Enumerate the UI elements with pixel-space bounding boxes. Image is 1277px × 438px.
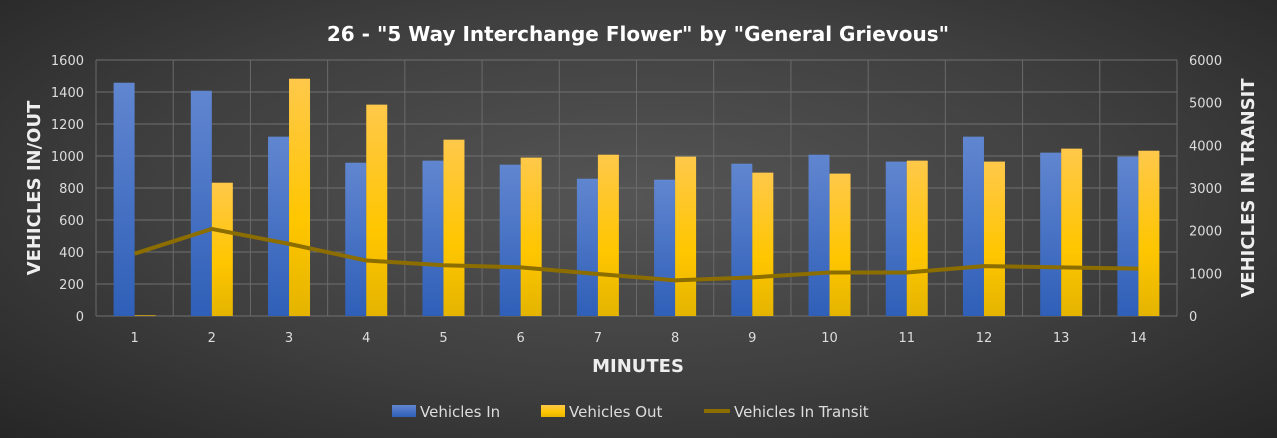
bar-vehicles-out: [211, 182, 233, 316]
bar-vehicles-out: [597, 154, 619, 316]
bar-vehicles-out: [1138, 150, 1160, 316]
legend-label: Vehicles In: [420, 403, 500, 421]
legend-swatch: [392, 405, 416, 417]
x-tick-label: 12: [976, 331, 993, 346]
axes: 0200400600800100012001400160001000200030…: [51, 54, 1222, 346]
y-tick-label: 0: [76, 310, 84, 325]
x-axis-label: MINUTES: [592, 356, 684, 377]
bar-vehicles-in: [113, 82, 135, 316]
bar-vehicles-in: [885, 161, 907, 316]
x-tick-label: 6: [517, 331, 525, 346]
x-tick-label: 2: [208, 331, 216, 346]
legend-label: Vehicles In Transit: [734, 403, 869, 421]
y-tick-label: 1400: [51, 86, 84, 101]
bar-vehicles-out: [906, 160, 928, 316]
y-tick-label: 800: [59, 182, 84, 197]
x-tick-label: 11: [898, 331, 915, 346]
line-vehicles-in-transit: [133, 226, 1139, 283]
y2-axis-label: VEHICLES IN TRANSIT: [1238, 78, 1259, 298]
bar-vehicles-in: [808, 154, 830, 316]
bar-vehicles-out: [1061, 148, 1083, 316]
bar-vehicles-in: [1040, 152, 1062, 316]
y-tick-label: 600: [59, 214, 84, 229]
x-tick-label: 14: [1130, 331, 1147, 346]
transit-line: [133, 226, 1139, 283]
legend-swatch: [541, 405, 565, 417]
y2-tick-label: 6000: [1189, 54, 1222, 69]
x-tick-label: 13: [1053, 331, 1070, 346]
bar-vehicles-out: [675, 156, 697, 316]
y2-tick-label: 1000: [1189, 267, 1222, 282]
bar-vehicles-out: [983, 161, 1005, 316]
y-tick-label: 1600: [51, 54, 84, 69]
y-tick-label: 200: [59, 278, 84, 293]
y2-tick-label: 2000: [1189, 225, 1222, 240]
x-tick-label: 1: [130, 331, 138, 346]
legend-label: Vehicles Out: [569, 403, 663, 421]
x-tick-label: 8: [671, 331, 679, 346]
y-tick-label: 1000: [51, 150, 84, 165]
bar-vehicles-in: [654, 179, 676, 316]
y-tick-label: 1200: [51, 118, 84, 133]
x-tick-label: 9: [748, 331, 756, 346]
bar-vehicles-in: [1117, 156, 1139, 316]
legend: Vehicles In Vehicles Out Vehicles In Trans…: [392, 403, 869, 421]
bar-vehicles-out: [289, 78, 311, 316]
x-tick-label: 7: [594, 331, 602, 346]
bar-vehicles-in: [731, 163, 753, 316]
bar-vehicles-in: [268, 136, 290, 316]
bar-vehicles-out: [443, 139, 465, 316]
bar-vehicles-out: [829, 173, 851, 316]
bar-vehicles-in: [190, 90, 212, 316]
y-axis-label: VEHICLES IN/OUT: [24, 100, 45, 275]
bar-vehicles-out: [134, 315, 156, 316]
y2-tick-label: 5000: [1189, 97, 1222, 112]
bar-vehicles-out: [520, 157, 542, 316]
x-tick-label: 10: [821, 331, 838, 346]
bar-vehicles-out: [752, 172, 774, 316]
bar-vehicles-in: [576, 178, 598, 316]
bar-vehicles-in: [962, 136, 984, 316]
bar-vehicles-in: [422, 160, 444, 316]
x-tick-label: 5: [439, 331, 447, 346]
y-tick-label: 400: [59, 246, 84, 261]
chart-title: 26 - "5 Way Interchange Flower" by "Gene…: [327, 22, 949, 46]
bar-vehicles-in: [499, 164, 521, 316]
bar-vehicles-out: [366, 104, 388, 316]
y2-tick-label: 0: [1189, 310, 1197, 325]
x-tick-label: 4: [362, 331, 370, 346]
x-tick-label: 3: [285, 331, 293, 346]
bar-vehicles-in: [345, 162, 367, 316]
y2-tick-label: 4000: [1189, 139, 1222, 154]
y2-tick-label: 3000: [1189, 182, 1222, 197]
